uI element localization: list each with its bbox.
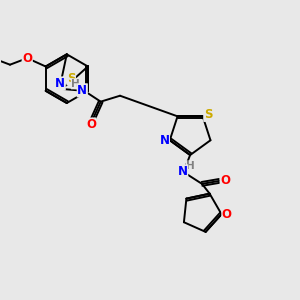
Text: O: O xyxy=(86,118,96,131)
Text: O: O xyxy=(22,52,32,65)
Text: S: S xyxy=(204,108,212,122)
Text: H: H xyxy=(186,161,195,171)
Text: O: O xyxy=(222,208,232,221)
Text: O: O xyxy=(220,174,230,188)
Text: N: N xyxy=(159,134,170,147)
Text: H: H xyxy=(71,79,80,89)
Text: S: S xyxy=(67,72,76,85)
Text: N: N xyxy=(178,165,188,178)
Text: N: N xyxy=(77,84,87,97)
Text: N: N xyxy=(55,77,65,90)
